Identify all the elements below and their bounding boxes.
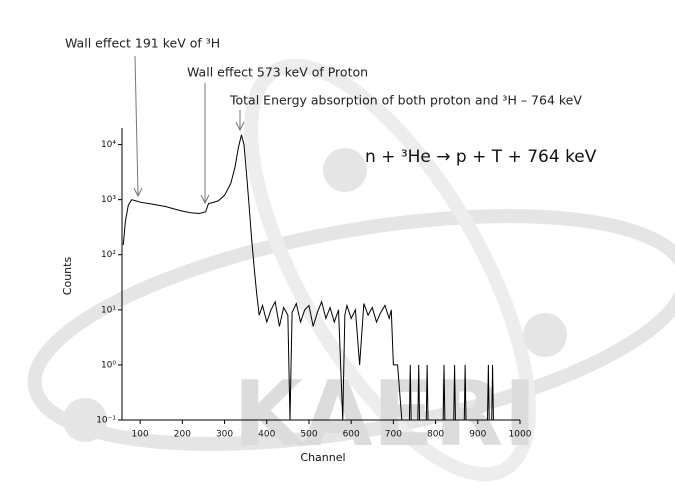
x-axis-label: Channel xyxy=(300,451,345,464)
annotation: Wall effect 191 keV of ³H xyxy=(65,36,220,51)
y-tick-label: 10¹ xyxy=(101,305,116,315)
orbit-ball xyxy=(63,398,107,442)
orbit xyxy=(27,209,675,451)
x-tick-label: 300 xyxy=(216,430,233,440)
annotation: Wall effect 573 keV of Proton xyxy=(187,65,368,80)
orbit-ball xyxy=(323,148,367,192)
data-line xyxy=(122,134,520,421)
arrow-head xyxy=(235,121,245,132)
orbit-ball xyxy=(523,313,567,357)
watermark-text: KAERI xyxy=(233,362,537,467)
y-tick-label: 10³ xyxy=(101,195,116,205)
y-tick-label: 10⁰ xyxy=(101,360,116,370)
equation: n + ³He → p + T + 764 keV xyxy=(365,147,597,167)
y-tick-label: 10⁻¹ xyxy=(96,416,116,426)
x-tick-label: 100 xyxy=(132,430,149,440)
arrow-head xyxy=(200,194,210,205)
x-tick-label: 200 xyxy=(174,430,191,440)
x-tick-label: 700 xyxy=(385,430,402,440)
arrow-head xyxy=(133,187,143,198)
watermark: KAERI xyxy=(27,58,675,482)
x-tick-label: 400 xyxy=(258,430,275,440)
arrow xyxy=(134,55,139,196)
x-tick-label: 600 xyxy=(343,430,360,440)
arrows xyxy=(133,55,245,205)
y-tick-label: 10² xyxy=(101,250,116,260)
x-tick-label: 1000 xyxy=(509,430,532,440)
x-tick-label: 800 xyxy=(427,430,444,440)
y-tick-label: 10⁴ xyxy=(101,140,116,150)
orbit xyxy=(244,58,536,482)
y-axis-label: Counts xyxy=(61,257,74,296)
x-tick-label: 900 xyxy=(469,430,486,440)
x-tick-label: 500 xyxy=(300,430,317,440)
annotation: Total Energy absorption of both proton a… xyxy=(229,93,582,108)
